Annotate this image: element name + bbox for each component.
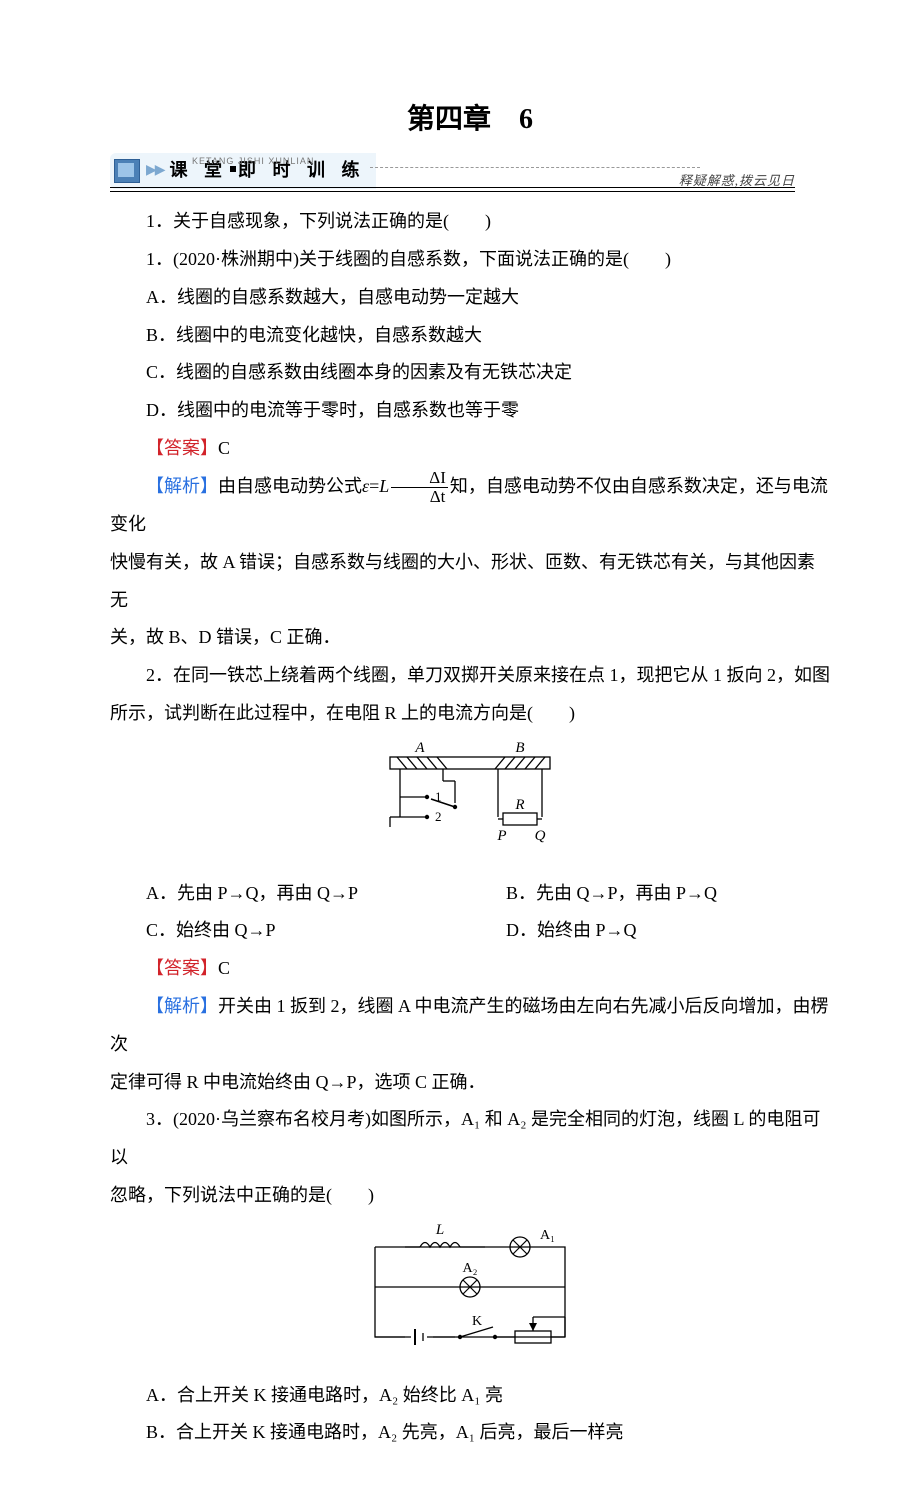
q2-option-a: A．先由 P→Q，再由 Q→P bbox=[110, 875, 470, 913]
section-banner: KETANG JISHI XUNLIAN ▶▶ 课 堂 即 时 训 练 释疑解惑… bbox=[110, 153, 830, 195]
q2-label-R: R bbox=[514, 797, 524, 813]
q2-label-B: B bbox=[515, 740, 524, 756]
q2-options-row2: C．始终由 Q→P D．始终由 P→Q bbox=[110, 912, 830, 950]
q2-label-P: P bbox=[496, 828, 506, 844]
q2-diagram: A B 1 2 bbox=[110, 735, 830, 869]
q3-circuit-svg: L A₁ A₂ bbox=[345, 1217, 595, 1357]
q2-option-d: D．始终由 P→Q bbox=[470, 912, 830, 950]
banner-arrows-icon: ▶▶ bbox=[146, 156, 164, 185]
q1-formula-L: L bbox=[379, 476, 389, 496]
q3-label-A1: A₁ bbox=[540, 1228, 555, 1243]
banner-underline bbox=[110, 187, 795, 192]
banner-dash-line bbox=[370, 167, 700, 168]
q2-answer: 【答案】C bbox=[110, 950, 830, 988]
q1-explain-line3: 关，故 B、D 错误，C 正确． bbox=[110, 619, 830, 657]
q1-answer-value: C bbox=[218, 438, 230, 458]
q2-option-b: B．先由 Q→P，再由 P→Q bbox=[470, 875, 830, 913]
q2-label-A: A bbox=[414, 740, 425, 756]
q2-label-2: 2 bbox=[435, 809, 442, 824]
q1-formula-num: ΔI bbox=[391, 469, 448, 488]
content-body: 1．关于自感现象，下列说法正确的是( ) 1．(2020·株洲期中)关于线圈的自… bbox=[110, 203, 830, 1452]
q1-option-c: C．线圈的自感系数由线圈本身的因素及有无铁芯决定 bbox=[110, 354, 830, 392]
q2-answer-value: C bbox=[218, 958, 230, 978]
q2-label-1: 1 bbox=[435, 789, 442, 804]
q2-stem-line2: 所示，试判断在此过程中，在电阻 R 上的电流方向是( ) bbox=[110, 695, 830, 733]
q2-label-Q: Q bbox=[535, 828, 546, 844]
q3-label-A2: A₂ bbox=[463, 1261, 478, 1276]
q2-answer-label: 【答案】 bbox=[146, 958, 218, 978]
q3-label-L: L bbox=[435, 1222, 444, 1238]
q1-stem-a: 1．关于自感现象，下列说法正确的是( ) bbox=[110, 203, 830, 241]
banner-book-icon bbox=[114, 159, 140, 183]
q1-answer-label: 【答案】 bbox=[146, 438, 218, 458]
q1-option-d: D．线圈中的电流等于零时，自感系数也等于零 bbox=[110, 392, 830, 430]
q1-option-a: A．线圈的自感系数越大，自感电动势一定越大 bbox=[110, 279, 830, 317]
q3-stem-line2: 忽略，下列说法中正确的是( ) bbox=[110, 1177, 830, 1215]
chapter-title: 第四章 6 bbox=[110, 100, 830, 139]
page: 第四章 6 KETANG JISHI XUNLIAN ▶▶ 课 堂 即 时 训 … bbox=[0, 0, 920, 1492]
q1-option-b: B．线圈中的电流变化越快，自感系数越大 bbox=[110, 317, 830, 355]
q2-option-c: C．始终由 Q→P bbox=[110, 912, 470, 950]
banner-dot-icon bbox=[230, 166, 236, 172]
q1-explain-line2: 快慢有关，故 A 错误；自感系数与线圈的大小、形状、匝数、有无铁芯有关，与其他因… bbox=[110, 544, 830, 620]
q2-explain-text1: 开关由 1 扳到 2，线圈 A 中电流产生的磁场由左向右先减小后反向增加，由楞次 bbox=[110, 996, 829, 1054]
q2-explain-line2: 定律可得 R 中电流始终由 Q→P，选项 C 正确． bbox=[110, 1064, 830, 1102]
q3-option-b: B．合上开关 K 接通电路时，A₂ 先亮，A₁ 后亮，最后一样亮 bbox=[110, 1414, 830, 1452]
q3-label-K: K bbox=[472, 1314, 482, 1329]
q2-explain-line1: 【解析】开关由 1 扳到 2，线圈 A 中电流产生的磁场由左向右先减小后反向增加… bbox=[110, 988, 830, 1064]
q1-explain-label: 【解析】 bbox=[146, 476, 218, 496]
q1-formula-frac: ΔIΔt bbox=[391, 469, 448, 506]
q2-options-row1: A．先由 P→Q，再由 Q→P B．先由 Q→P，再由 P→Q bbox=[110, 875, 830, 913]
q3-diagram: L A₁ A₂ bbox=[110, 1217, 830, 1371]
q1-explain-line1: 【解析】由自感电动势公式ε=LΔIΔt知，自感电动势不仅由自感系数决定，还与电流… bbox=[110, 468, 830, 544]
q1-formula-den: Δt bbox=[391, 488, 448, 506]
q1-formula-eq: = bbox=[369, 476, 379, 496]
q1-stem-b: 1．(2020·株洲期中)关于线圈的自感系数，下面说法正确的是( ) bbox=[110, 241, 830, 279]
q1-explain-pre: 由自感电动势公式 bbox=[218, 476, 362, 496]
q2-stem-line1: 2．在同一铁芯上绕着两个线圈，单刀双掷开关原来接在点 1，现把它从 1 扳向 2… bbox=[110, 657, 830, 695]
banner-pinyin: KETANG JISHI XUNLIAN bbox=[192, 152, 314, 171]
q3-stem-line1: 3．(2020·乌兰察布名校月考)如图所示，A₁ 和 A₂ 是完全相同的灯泡，线… bbox=[110, 1101, 830, 1177]
q2-circuit-svg: A B 1 2 bbox=[355, 735, 585, 855]
q1-answer: 【答案】C bbox=[110, 430, 830, 468]
q3-option-a: A．合上开关 K 接通电路时，A₂ 始终比 A₁ 亮 bbox=[110, 1377, 830, 1415]
q2-explain-label: 【解析】 bbox=[146, 996, 218, 1016]
